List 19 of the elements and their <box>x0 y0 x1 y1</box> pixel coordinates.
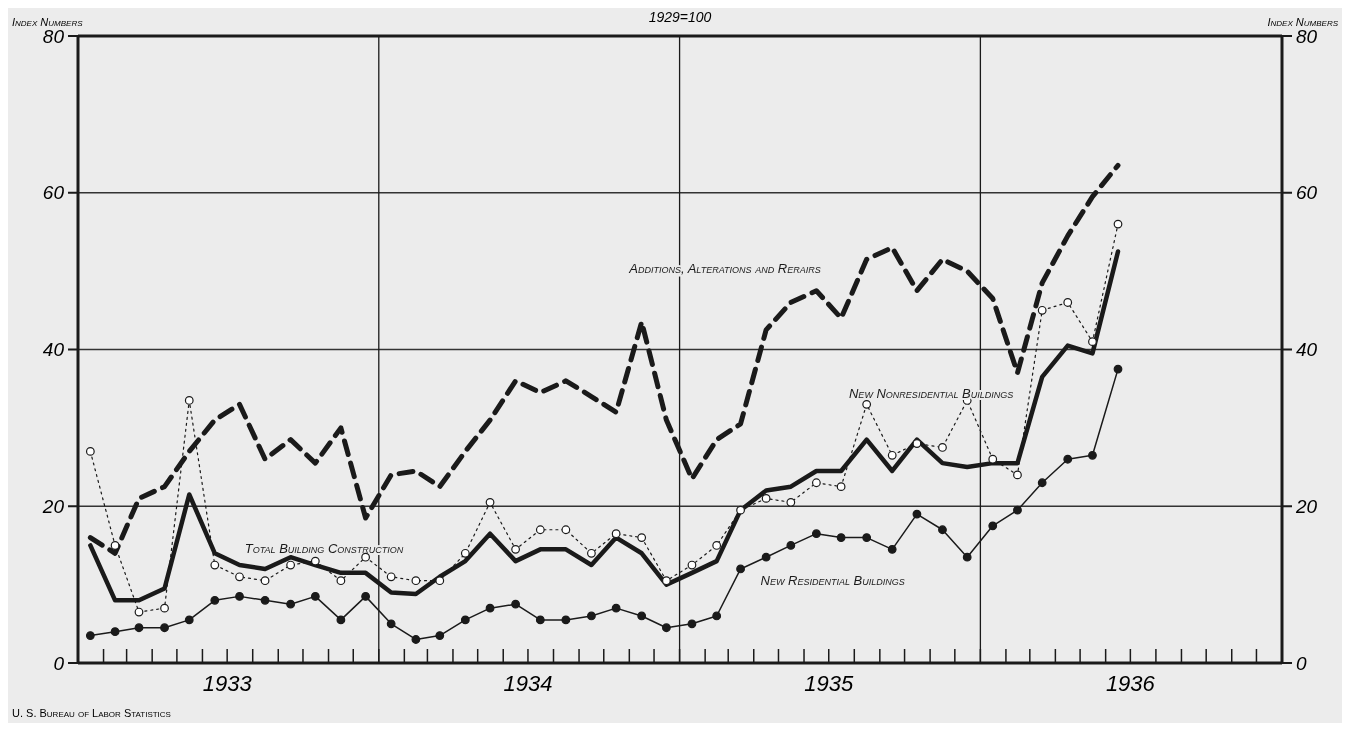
y-tick-label: 80 <box>42 25 65 47</box>
y-tick-label: 20 <box>41 495 65 517</box>
x-tick-label: 1934 <box>503 671 553 696</box>
y2-tick-label: 60 <box>1296 182 1318 204</box>
x-tick-label: 1936 <box>1105 671 1156 696</box>
y-tick-label: 60 <box>42 182 65 204</box>
x-tick-label: 1935 <box>804 671 854 696</box>
chart-subtitle: 1929=100 <box>648 9 712 25</box>
y-tick-label: 40 <box>42 339 65 361</box>
x-tick-label: 1933 <box>202 671 253 696</box>
y2-tick-label: 80 <box>1296 25 1318 47</box>
series-label: New Residential Buildings <box>760 572 905 588</box>
text: U. S. Bureau of Labor Statistics <box>12 707 171 719</box>
y2-tick-label: 0 <box>1296 652 1307 674</box>
y2-tick-label: 20 <box>1295 495 1318 517</box>
y2-tick-label: 40 <box>1296 339 1318 361</box>
y-tick-label: 0 <box>53 652 65 674</box>
y-axis-title: Index Numbers <box>12 16 84 28</box>
y2-axis-title: Index Numbers <box>1267 16 1339 28</box>
